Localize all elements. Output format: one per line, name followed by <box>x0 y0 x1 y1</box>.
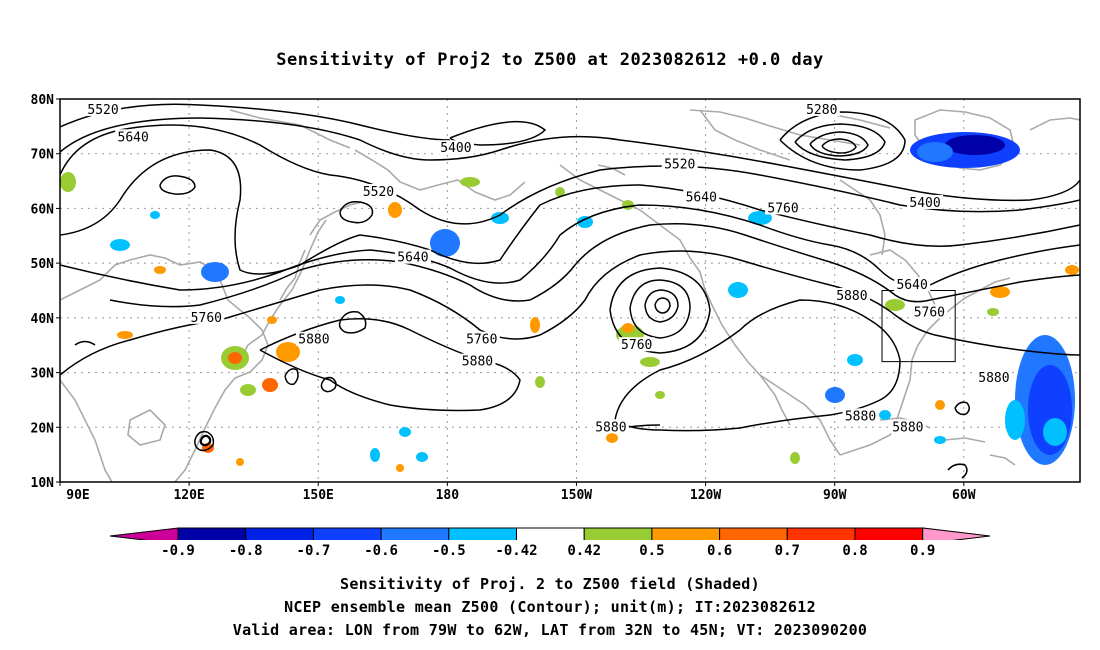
sensitivity-shading <box>60 132 1079 472</box>
map-title: Sensitivity of Proj2 to Z500 at 20230826… <box>276 50 824 70</box>
contour-label-bg <box>907 194 944 209</box>
colorbar-low-arrow <box>109 527 179 540</box>
contour-label: 5640 <box>686 190 717 205</box>
lat-label: 60N <box>31 202 55 217</box>
contour-label-bg <box>459 353 496 368</box>
contour-label-bg <box>889 419 926 434</box>
contour-label: 5880 <box>298 333 329 348</box>
lon-label: 90E <box>66 488 89 503</box>
contour-label-bg <box>463 331 500 346</box>
contour-label: 5640 <box>118 130 149 145</box>
lat-label: 50N <box>31 257 55 272</box>
contour-label-bg <box>85 101 122 116</box>
colorbar-labels: -0.9 -0.8 -0.7 -0.6 -0.5 -0.42 0.42 0.5 0.6 0.7 0.… <box>0 543 1100 561</box>
lon-label: 60W <box>952 488 976 503</box>
contour-label-bg <box>803 101 840 116</box>
lon-label: 180 <box>436 488 460 503</box>
contour-label: 5520 <box>664 158 695 173</box>
colorbar-swatch <box>651 527 721 540</box>
contour-label-bg <box>295 331 332 346</box>
lon-label: 120E <box>173 488 204 503</box>
colorbar-label: 0.42 <box>567 543 602 559</box>
colorbar-label: 0.9 <box>910 543 936 559</box>
contour-label-bg <box>394 249 431 264</box>
contour-label-bg <box>661 156 698 171</box>
caption-valid-area: Valid area: LON from 79W to 62W, LAT fro… <box>232 621 868 639</box>
contour-label-bg <box>437 140 474 155</box>
lat-label: 70N <box>31 148 55 163</box>
contour-label: 5280 <box>806 103 837 118</box>
colorbar-swatch <box>854 527 924 540</box>
lat-label: 30N <box>31 367 55 382</box>
contour-label-bg <box>765 200 802 215</box>
lat-label: 20N <box>31 421 55 436</box>
colorbar-label: -0.6 <box>364 543 398 559</box>
contour-label: 5880 <box>892 420 923 435</box>
contour-label: 5640 <box>397 251 428 266</box>
lat-label: 10N <box>31 476 55 491</box>
contour-label-bg <box>975 370 1012 385</box>
colorbar <box>109 527 991 540</box>
colorbar-label: -0.9 <box>161 543 195 559</box>
colorbar-label: -0.5 <box>431 543 466 559</box>
lon-label: 90W <box>823 488 847 503</box>
colorbar-label: 0.8 <box>842 543 868 559</box>
contour-label-bg <box>618 337 655 352</box>
contour-label-bg <box>592 419 629 434</box>
contour-label: 5760 <box>767 201 798 216</box>
colorbar-swatch <box>312 527 382 540</box>
colorbar-label: 0.6 <box>706 543 733 559</box>
lon-label: 150W <box>561 488 592 503</box>
sensitivity-map: 5520564054005520552056405640576052805400… <box>31 93 1081 540</box>
contour-label: 5400 <box>909 196 940 211</box>
contour-label-bg <box>360 184 397 199</box>
colorbar-swatch <box>516 527 585 540</box>
colorbar-swatch <box>177 527 247 540</box>
colorbar-label: -0.8 <box>228 543 263 559</box>
colorbar-swatch <box>245 527 314 540</box>
caption-shaded: Sensitivity of Proj. 2 to Z500 field (Sh… <box>340 575 760 593</box>
contour-label: 5760 <box>191 311 222 326</box>
contour-label: 5880 <box>462 355 493 370</box>
colorbar-swatch <box>719 527 788 540</box>
contour-label-bg <box>911 304 948 319</box>
contour-label-bg <box>188 309 225 324</box>
lon-label: 120W <box>690 488 721 503</box>
colorbar-high-arrow <box>922 527 991 540</box>
colorbar-swatch <box>583 527 653 540</box>
colorbar-label: -0.7 <box>296 543 331 559</box>
contour-label-bg <box>833 287 870 302</box>
contour-label: 5520 <box>87 103 118 118</box>
longitude-axis: 90E 120E 150E 180 150W 120W 90W 60W <box>59 482 976 503</box>
contour-label-bg <box>115 129 152 144</box>
contour-label: 5880 <box>845 409 876 424</box>
contour-label: 5760 <box>466 333 497 348</box>
colorbar-swatch <box>786 527 856 540</box>
contour-label-bg <box>683 189 720 204</box>
contour-label-bg <box>894 277 931 292</box>
contour-label: 5520 <box>363 185 394 200</box>
contour-label: 5760 <box>621 338 652 353</box>
contour-label: 5880 <box>595 420 626 435</box>
contour-label: 5640 <box>896 278 927 293</box>
lat-label: 80N <box>31 93 55 108</box>
colorbar-label: 0.7 <box>774 543 800 559</box>
caption-contour: NCEP ensemble mean Z500 (Contour); unit(… <box>284 598 816 616</box>
lat-label: 40N <box>31 312 55 327</box>
latitude-axis: 80N 70N 60N 50N 40N 30N 20N 10N <box>31 93 60 491</box>
lon-label: 150E <box>303 488 334 503</box>
colorbar-label: 0.5 <box>639 543 665 559</box>
colorbar-swatch <box>380 527 450 540</box>
contour-label: 5880 <box>836 289 867 304</box>
colorbar-label: -0.42 <box>495 543 538 559</box>
colorbar-swatch <box>448 527 517 540</box>
contour-label: 5760 <box>914 305 945 320</box>
contour-labels: 5520564054005520552056405640576052805400… <box>85 101 1012 435</box>
contour-label: 5880 <box>978 371 1009 386</box>
contour-label-bg <box>842 408 879 423</box>
contour-label: 5400 <box>440 141 471 156</box>
